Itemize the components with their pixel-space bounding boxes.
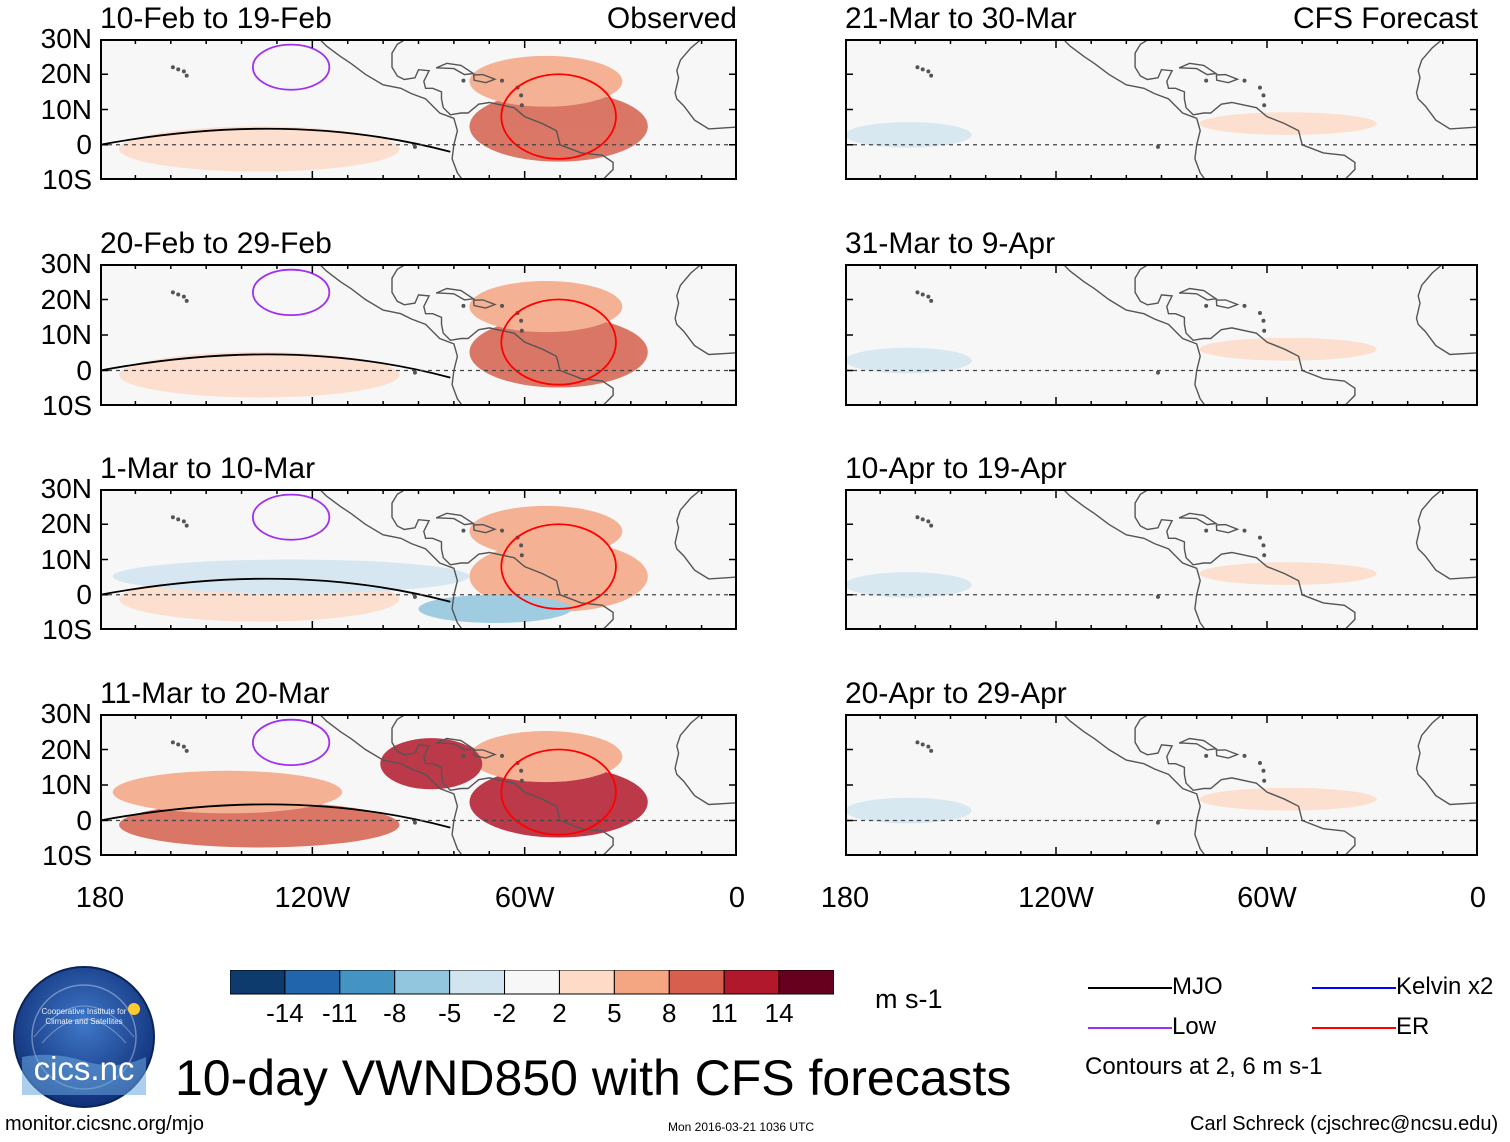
legend-label: ER: [1396, 1013, 1430, 1040]
column-label: CFS Forecast: [1292, 2, 1478, 35]
colorbar-swatch: [339, 969, 396, 995]
y-tick-label: 10N: [40, 543, 92, 575]
y-tick-label: 0: [76, 354, 92, 386]
colorbar-swatch: [229, 969, 286, 995]
y-tick-label: 30N: [40, 248, 92, 279]
x-tick-label: 0: [1469, 882, 1487, 914]
legend-line: [1312, 987, 1396, 989]
colorbar-swatch: [449, 969, 506, 995]
footer-credit: Carl Schreck (cjschrec@ncsu.edu): [1190, 1113, 1499, 1135]
colorbar-label: -2: [492, 998, 517, 1028]
colorbar-swatch: [723, 969, 780, 995]
x-tick-label: 180: [75, 882, 125, 914]
panel-title: 1-Mar to 10-Mar: [100, 452, 316, 485]
map-panel: [844, 263, 1479, 407]
colorbar-swatch: [394, 969, 451, 995]
colorbar-swatches: [229, 969, 835, 995]
legend-line: [1088, 1027, 1172, 1029]
y-tick-label: 0: [76, 128, 92, 160]
colorbar-label: 2: [552, 998, 567, 1028]
colorbar-swatch: [558, 969, 615, 995]
map-panel: [99, 38, 738, 181]
colorbar-label: 14: [764, 998, 794, 1028]
footer-timestamp: Mon 2016-03-21 1036 UTC: [668, 1120, 815, 1134]
panel-title: 10-Apr to 19-Apr: [845, 452, 1067, 485]
chart-title: 10-day VWND850 with CFS forecasts: [175, 1050, 1012, 1106]
y-tick-label: 10S: [42, 164, 92, 195]
panel-title: 21-Mar to 30-Mar: [845, 2, 1077, 35]
contour-note: Contours at 2, 6 m s-1: [1085, 1053, 1323, 1080]
footer-url[interactable]: monitor.cicsnc.org/mjo: [5, 1113, 204, 1135]
x-tick-label: 60W: [494, 882, 555, 914]
legend-label: MJO: [1172, 973, 1223, 1000]
map-panel: [844, 488, 1479, 631]
map-panel: [844, 713, 1479, 857]
y-tick-label: 20N: [40, 58, 92, 90]
map-panel: [844, 38, 1479, 181]
y-tick-label: 30N: [40, 23, 92, 54]
y-tick-label: 30N: [40, 698, 92, 729]
colorbar-swatch: [778, 969, 835, 995]
colorbar-label: 5: [607, 998, 622, 1028]
y-tick-label: 10S: [42, 840, 92, 871]
map-panel: [99, 713, 738, 857]
panel-title: 31-Mar to 9-Apr: [845, 227, 1056, 260]
legend-line: [1312, 1027, 1396, 1029]
colorbar-swatch: [613, 969, 670, 995]
colorbar-label: -14: [266, 998, 304, 1028]
colorbar: [229, 969, 835, 1001]
y-tick-label: 20N: [40, 283, 92, 315]
legend-label: Low: [1172, 1013, 1217, 1040]
colorbar-label: -11: [321, 998, 358, 1028]
x-tick-label: 180: [820, 882, 870, 914]
colorbar-label: -5: [438, 998, 462, 1028]
y-tick-label: 10S: [42, 390, 92, 421]
y-tick-label: 10N: [40, 319, 92, 350]
y-tick-label: 0: [76, 578, 92, 610]
panel-title: 11-Mar to 20-Mar: [100, 677, 330, 710]
colorbar-swatch: [284, 969, 341, 995]
legend-line: [1088, 987, 1172, 989]
x-tick-label: 60W: [1237, 882, 1297, 914]
panel-title: 20-Feb to 29-Feb: [100, 227, 332, 260]
colorbar-label: 11: [710, 998, 738, 1028]
x-tick-label: 120W: [1018, 882, 1094, 914]
colorbar-label: 8: [662, 998, 677, 1028]
legend-label: Kelvin x2: [1396, 973, 1494, 1000]
y-tick-label: 20N: [40, 733, 92, 765]
logo-ring-text: Cooperative Institute for Climate and Sa…: [41, 1007, 127, 1026]
colorbar-swatch: [504, 969, 560, 995]
panel-title: 10-Feb to 19-Feb: [100, 2, 332, 35]
colorbar-units: m s-1: [875, 984, 943, 1014]
x-tick-label: 0: [728, 882, 746, 914]
y-tick-label: 20N: [40, 508, 92, 540]
y-tick-label: 10N: [40, 769, 92, 800]
panel-title: 20-Apr to 29-Apr: [845, 677, 1067, 710]
map-panel: [99, 263, 738, 407]
cics-logo: cics.nc Cooperative Institute for Climat…: [12, 965, 156, 1109]
y-tick-label: 0: [76, 804, 92, 836]
x-tick-label: 120W: [274, 882, 351, 914]
colorbar-swatch: [668, 969, 725, 995]
y-tick-label: 10S: [42, 614, 92, 645]
y-tick-label: 30N: [40, 473, 92, 504]
y-tick-label: 10N: [40, 93, 92, 125]
map-panel: [99, 488, 738, 631]
colorbar-label: -8: [383, 998, 407, 1028]
column-label: Observed: [606, 2, 737, 35]
logo-text: cics.nc: [33, 1050, 135, 1087]
